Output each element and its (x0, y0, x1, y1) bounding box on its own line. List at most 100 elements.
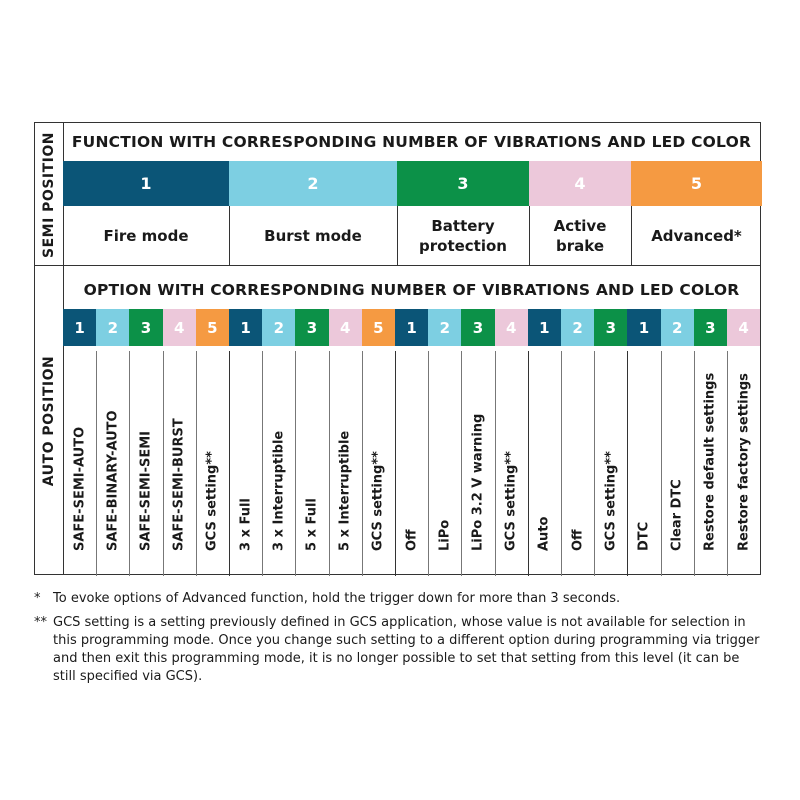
group-divider (527, 351, 529, 576)
option-number-4: 4 (727, 309, 761, 346)
function-color-5: 5 (631, 161, 762, 206)
function-color-1: 1 (63, 161, 229, 206)
function-divider (631, 206, 632, 266)
option-cell: LiPo 3.2 V warning (461, 351, 494, 566)
option-divider (262, 351, 264, 576)
option-number-1: 1 (229, 309, 263, 346)
option-divider (195, 351, 197, 576)
semi-position-label: SEMI POSITION (41, 131, 57, 258)
option-label: LiPo (437, 519, 453, 551)
option-divider (361, 351, 363, 576)
option-label: DTC (636, 521, 652, 551)
option-label: GCS setting** (370, 451, 386, 551)
option-number-3: 3 (461, 309, 495, 346)
option-number-4: 4 (494, 309, 528, 346)
footnote-text: To evoke options of Advanced function, h… (53, 591, 621, 606)
function-name-1: Fire mode (103, 226, 189, 245)
option-number-1: 1 (627, 309, 661, 346)
option-divider (660, 351, 662, 576)
option-number-3: 3 (295, 309, 329, 346)
option-divider (428, 351, 430, 576)
footnote-advanced: * To evoke options of Advanced function,… (34, 590, 761, 608)
option-label: Restore factory settings (736, 373, 752, 551)
option-label: GCS setting** (204, 451, 220, 551)
option-cell: 3 x Full (229, 351, 262, 566)
option-label: GCS setting** (603, 451, 619, 551)
function-divider (397, 206, 398, 266)
option-label: LiPo 3.2 V warning (470, 413, 486, 551)
side-divider (63, 123, 64, 574)
option-cell: Restore factory settings (727, 351, 760, 566)
option-cell: 5 x Full (295, 351, 328, 566)
option-divider (727, 351, 728, 576)
option-cell: Off (561, 351, 594, 566)
option-divider (129, 351, 131, 576)
option-number-2: 2 (96, 309, 130, 346)
option-divider (295, 351, 297, 576)
option-cell: SAFE-SEMI-BURST (163, 351, 196, 566)
option-cell: LiPo (428, 351, 461, 566)
function-color-4: 4 (529, 161, 631, 206)
option-label: SAFE-BINARY-AUTO (105, 410, 121, 551)
option-divider (561, 351, 562, 576)
footnote-gcs-setting: ** GCS setting is a setting previously d… (34, 614, 761, 686)
option-cell: SAFE-SEMI-AUTO (63, 351, 96, 566)
function-name-4: Active brake (553, 216, 607, 255)
group-divider (395, 351, 396, 576)
option-divider (461, 351, 463, 576)
option-number-1: 1 (395, 309, 429, 346)
option-divider (96, 351, 98, 576)
option-label: 3 x Full (238, 498, 254, 551)
option-cell: GCS setting** (495, 351, 528, 566)
option-number-2: 2 (561, 309, 595, 346)
option-cell: GCS setting** (196, 351, 229, 566)
option-number-4: 4 (162, 309, 196, 346)
option-label: Auto (536, 516, 552, 551)
vibration-led-table: SEMI POSITION AUTO POSITION FUNCTION WIT… (34, 122, 762, 576)
option-label: 5 x Interruptible (337, 430, 353, 551)
semi-title: FUNCTION WITH CORRESPONDING NUMBER OF VI… (71, 133, 752, 151)
option-number-3: 3 (693, 309, 727, 346)
function-name-5: Advanced* (651, 226, 742, 245)
footnote-text: GCS setting is a setting previously defi… (53, 615, 760, 684)
option-number-2: 2 (660, 309, 694, 346)
function-divider (529, 206, 530, 266)
option-divider (494, 351, 496, 576)
function-name-3: Battery protection (419, 216, 507, 255)
option-cell: Restore default settings (694, 351, 727, 566)
option-label: Off (404, 529, 420, 551)
option-number-5: 5 (361, 309, 395, 346)
option-cell: DTC (627, 351, 660, 566)
option-label: Off (570, 529, 586, 551)
option-cell: Off (395, 351, 428, 566)
option-cell: 5 x Interruptible (329, 351, 362, 566)
option-cell: SAFE-SEMI-SEMI (129, 351, 162, 566)
option-label: 3 x Interruptible (271, 430, 287, 551)
option-divider (162, 351, 164, 576)
option-number-3: 3 (594, 309, 628, 346)
option-number-2: 2 (428, 309, 462, 346)
option-cell: SAFE-BINARY-AUTO (96, 351, 129, 566)
option-label: Restore default settings (702, 372, 718, 551)
option-number-4: 4 (328, 309, 362, 346)
option-number-1: 1 (527, 309, 561, 346)
option-label: Clear DTC (669, 479, 685, 551)
option-label: 5 x Full (304, 498, 320, 551)
group-divider (627, 351, 629, 576)
footnote-marker: * (34, 591, 41, 606)
option-cell: Clear DTC (661, 351, 694, 566)
function-color-2: 2 (229, 161, 397, 206)
option-cell: 3 x Interruptible (262, 351, 295, 566)
option-label: GCS setting** (503, 451, 519, 551)
option-number-3: 3 (129, 309, 163, 346)
option-label: SAFE-SEMI-BURST (171, 418, 187, 551)
option-number-2: 2 (262, 309, 296, 346)
option-divider (328, 351, 330, 576)
option-cell: GCS setting** (594, 351, 627, 566)
auto-position-label: AUTO POSITION (41, 355, 57, 487)
option-label: SAFE-SEMI-SEMI (138, 430, 154, 551)
function-name-2: Burst mode (264, 226, 362, 245)
option-divider (693, 351, 695, 576)
footnote-marker: ** (34, 615, 47, 630)
option-cell: Auto (528, 351, 561, 566)
